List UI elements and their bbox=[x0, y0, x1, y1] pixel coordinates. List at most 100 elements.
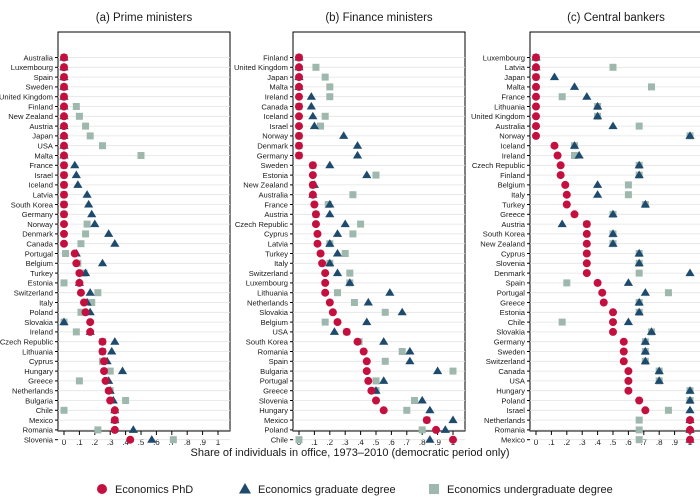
grad-point-portugal bbox=[640, 288, 650, 296]
grad-point-germany bbox=[352, 150, 363, 159]
y-tick-label-latvia: Latvia bbox=[268, 240, 289, 249]
panel-title: (b) Finance ministers bbox=[325, 12, 433, 24]
phd-point-norway bbox=[295, 131, 303, 140]
y-tick-label-iceland: Iceland bbox=[264, 112, 289, 121]
phd-point-poland bbox=[432, 425, 441, 434]
x-tick-label: .1 bbox=[548, 438, 555, 447]
grad-point-australia bbox=[608, 121, 618, 130]
legend-label: Economics PhD bbox=[115, 484, 193, 496]
phd-point-slovenia bbox=[126, 435, 135, 444]
y-tick-label-belgium: Belgium bbox=[26, 259, 53, 268]
phd-point-turkey bbox=[75, 269, 84, 278]
y-tick-label-hungary: Hungary bbox=[24, 367, 53, 376]
grad-point-norway bbox=[90, 219, 100, 228]
grad-point-switzerland bbox=[640, 356, 650, 365]
y-tick-label-turkey: Turkey bbox=[30, 269, 53, 278]
phd-point-cyprus bbox=[582, 249, 591, 258]
x-tick-label: .6 bbox=[388, 438, 395, 447]
y-tick-label-spain: Spain bbox=[269, 357, 288, 366]
y-tick-label-south-korea: South Korea bbox=[483, 230, 526, 239]
grad-point-denmark bbox=[685, 268, 695, 277]
y-tick-label-sweden: Sweden bbox=[26, 83, 53, 92]
phd-point-bulgaria bbox=[362, 367, 371, 376]
y-tick-label-italy: Italy bbox=[274, 259, 288, 268]
y-tick-label-south-korea: South Korea bbox=[246, 338, 289, 347]
phd-point-greece bbox=[367, 386, 376, 395]
phd-point-estonia bbox=[308, 171, 317, 180]
legend-symbol-triangle bbox=[239, 483, 251, 494]
phd-point-ireland bbox=[86, 327, 95, 336]
phd-point-australia bbox=[60, 53, 68, 62]
y-tick-label-malta: Malta bbox=[269, 83, 288, 92]
y-tick-label-lithuania: Lithuania bbox=[494, 102, 526, 111]
phd-point-turkey bbox=[316, 249, 325, 258]
phd-point-slovakia bbox=[328, 308, 337, 317]
phd-point-south-korea bbox=[353, 337, 362, 346]
ugrad-point-netherlands bbox=[635, 416, 643, 424]
grad-point-hungary bbox=[685, 386, 695, 394]
grad-point-hungary bbox=[425, 405, 435, 414]
y-tick-label-switzerland: Switzerland bbox=[249, 269, 288, 278]
ugrad-point-slovakia bbox=[381, 308, 389, 316]
y-tick-label-greece: Greece bbox=[500, 298, 525, 307]
grad-point-new-zealand bbox=[608, 239, 618, 247]
phd-point-slovakia bbox=[609, 327, 617, 336]
legend-label: Economics graduate degree bbox=[258, 484, 396, 496]
y-tick-label-netherlands: Netherlands bbox=[247, 298, 288, 307]
phd-point-usa bbox=[60, 141, 68, 150]
ugrad-point-malta bbox=[648, 83, 655, 91]
x-tick-label: .4 bbox=[357, 438, 364, 447]
phd-point-denmark bbox=[295, 141, 303, 150]
ugrad-point-romania bbox=[398, 348, 406, 355]
y-tick-label-iceland: Iceland bbox=[29, 181, 54, 190]
ugrad-point-poland bbox=[77, 308, 85, 316]
grad-point-spain bbox=[405, 356, 415, 365]
phd-point-japan bbox=[532, 73, 540, 82]
phd-point-new-zealand bbox=[60, 112, 68, 121]
phd-point-lithuania bbox=[98, 347, 107, 356]
grad-point-romania bbox=[128, 425, 138, 433]
phd-point-czech-republic bbox=[556, 161, 565, 170]
grad-point-latvia bbox=[325, 239, 335, 247]
grad-point-france bbox=[70, 160, 80, 169]
phd-point-portugal bbox=[364, 376, 373, 385]
y-tick-label-canada: Canada bbox=[26, 240, 53, 249]
grad-point-czech-republic bbox=[634, 160, 644, 169]
y-tick-label-bulgaria: Bulgaria bbox=[260, 367, 289, 376]
grad-point-lithuania bbox=[593, 101, 603, 110]
grad-point-austria bbox=[325, 209, 335, 218]
y-tick-label-cyprus: Cyprus bbox=[501, 249, 525, 258]
y-tick-label-united-kingdom: United Kingdom bbox=[234, 63, 288, 72]
grad-point-usa bbox=[329, 327, 340, 335]
phd-point-estonia bbox=[75, 278, 84, 287]
phd-point-luxembourg bbox=[60, 63, 68, 72]
ugrad-point-chile bbox=[295, 436, 303, 444]
phd-point-new-zealand bbox=[582, 239, 591, 248]
x-tick-label: 0 bbox=[62, 438, 67, 447]
phd-point-norway bbox=[60, 220, 68, 229]
y-tick-label-denmark: Denmark bbox=[494, 269, 525, 278]
phd-point-sweden bbox=[308, 161, 317, 170]
x-tick-label: .1 bbox=[76, 438, 83, 447]
ugrad-point-israel bbox=[664, 406, 672, 414]
x-tick-label: .9 bbox=[434, 438, 441, 447]
x-tick-label: .6 bbox=[625, 438, 632, 447]
grad-point-slovenia bbox=[147, 435, 157, 443]
y-tick-label-sweden: Sweden bbox=[498, 347, 525, 356]
y-tick-label-switzerland: Switzerland bbox=[14, 289, 53, 298]
phd-point-iceland bbox=[60, 180, 68, 189]
phd-point-slovenia bbox=[582, 259, 591, 268]
y-tick-label-austria: Austria bbox=[501, 220, 525, 229]
y-tick-label-usa: USA bbox=[37, 142, 54, 151]
phd-point-germany bbox=[619, 337, 628, 346]
ugrad-point-belgium bbox=[321, 318, 329, 326]
phd-point-norway bbox=[532, 131, 540, 140]
y-tick-label-ireland: Ireland bbox=[265, 93, 288, 102]
phd-point-chile bbox=[449, 435, 457, 444]
x-tick-label: .9 bbox=[671, 438, 678, 447]
ugrad-point-chile bbox=[558, 318, 566, 326]
y-tick-label-estonia: Estonia bbox=[500, 308, 526, 317]
grad-point-ireland bbox=[574, 150, 584, 159]
phd-point-australia bbox=[532, 122, 540, 131]
phd-point-chile bbox=[609, 318, 617, 327]
